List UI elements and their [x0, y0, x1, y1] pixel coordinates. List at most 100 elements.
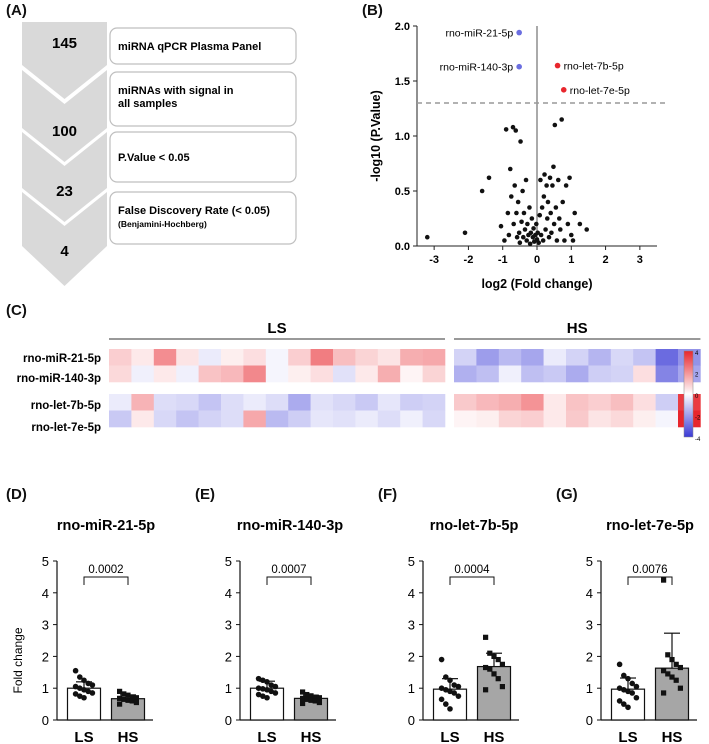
- volcano-point: [542, 172, 547, 177]
- heatmap-cell: [243, 394, 267, 411]
- volcano-point: [524, 238, 530, 243]
- heatmap-cell: [400, 410, 423, 428]
- volcano-point: [584, 227, 590, 232]
- volcano-point: [511, 221, 516, 227]
- volcano-point: [558, 227, 563, 232]
- data-point-hs: [673, 677, 679, 683]
- data-point-hs: [665, 671, 671, 677]
- data-point-hs: [661, 690, 667, 696]
- bar-y-label: Fold change: [11, 627, 25, 693]
- bar-category-label: HS: [662, 729, 683, 744]
- data-point-ls: [455, 693, 462, 699]
- heatmap-cell: [566, 349, 589, 366]
- heatmap-cell: [176, 349, 199, 366]
- volcano-point: [520, 234, 526, 240]
- volcano-point: [507, 166, 513, 172]
- data-point-ls: [260, 686, 266, 692]
- heatmap-cell: [521, 410, 544, 428]
- heatmap-cell: [355, 394, 379, 411]
- volcano-y-tick-label: 0.5: [395, 186, 410, 198]
- volcano-point: [516, 230, 522, 236]
- volcano-point: [539, 205, 545, 210]
- volcano-point: [486, 175, 492, 181]
- bar-chart-title: rno-let-7e-5p: [606, 518, 694, 534]
- data-point-ls: [438, 685, 445, 691]
- volcano-point: [562, 238, 567, 243]
- data-point-ls: [260, 693, 266, 699]
- data-point-hs: [669, 656, 675, 663]
- bar-y-tick-label: 2: [408, 649, 415, 664]
- heatmap-cell: [221, 365, 244, 383]
- heatmap-cell: [610, 349, 634, 366]
- heatmap-cell: [400, 394, 423, 411]
- volcano-point: [527, 205, 532, 210]
- data-point-hs: [300, 689, 306, 695]
- volcano-x-tick-label: 2: [603, 254, 609, 266]
- funnel-diagram: 145 100 23 4 miRNA qPCR Plasma Panel miRNAs w…: [22, 22, 297, 286]
- bar-charts: rno-miR-21-5p 0 1 2 3 4 5 Fold change LS HS 0.0002…: [11, 518, 697, 744]
- heatmap-cell: [109, 410, 132, 428]
- funnel-count-1: 145: [52, 35, 77, 52]
- volcano-point: [547, 175, 553, 181]
- bar-chart-title: rno-miR-21-5p: [57, 518, 155, 534]
- p-value-label: 0.0076: [632, 564, 667, 576]
- heatmap-cell: [588, 394, 612, 411]
- heatmap-cell: [198, 394, 222, 411]
- funnel-box-2: [109, 71, 297, 127]
- volcano-point-label: rno-miR-21-5p: [445, 28, 513, 40]
- volcano-x-tick-label: -3: [429, 254, 439, 266]
- data-point-ls: [81, 694, 87, 701]
- data-point-hs: [304, 691, 310, 698]
- volcano-highlight-point: [516, 29, 522, 36]
- heatmap-cell: [610, 410, 634, 428]
- heatmap-cell: [588, 365, 612, 383]
- bar-chart-e: rno-miR-140-3p 0 1 2 3 4 5 LS HS 0.0007: [225, 518, 344, 744]
- volcano-point: [525, 221, 530, 227]
- volcano-y-tick-label: 0.0: [395, 241, 410, 253]
- volcano-point: [560, 199, 566, 205]
- data-point-ls: [77, 693, 83, 699]
- heatmap-cell: [566, 410, 589, 428]
- volcano-point: [522, 227, 528, 232]
- data-point-ls: [451, 682, 458, 688]
- data-point-ls: [455, 683, 462, 690]
- data-point-ls: [272, 683, 279, 690]
- funnel-count-3: 23: [56, 183, 73, 200]
- bar-y-tick-label: 5: [225, 554, 232, 569]
- volcano-point-label: rno-let-7b-5p: [564, 61, 624, 73]
- heatmap-cell: [377, 365, 401, 383]
- data-point-ls: [616, 685, 623, 691]
- data-point-hs: [316, 699, 322, 706]
- bar-y-tick-label: 2: [42, 649, 49, 664]
- volcano-point: [554, 238, 560, 243]
- bar-y-tick-label: 1: [42, 681, 49, 696]
- bar-y-tick-label: 3: [225, 618, 232, 633]
- significance-bracket: [449, 576, 495, 585]
- volcano-point: [537, 212, 543, 218]
- volcano-point: [518, 139, 523, 144]
- data-point-hs: [487, 666, 493, 672]
- funnel-count-2: 100: [52, 123, 77, 140]
- volcano-x-tick-label: 1: [568, 254, 574, 266]
- volcano-x-tick-label: 3: [637, 254, 643, 266]
- volcano-point: [520, 188, 525, 194]
- data-point-ls: [255, 675, 262, 682]
- heatmap-cell: [476, 410, 500, 428]
- volcano-point: [555, 177, 561, 183]
- panel-label-a: (A): [6, 2, 27, 19]
- heatmap-cell: [633, 394, 656, 411]
- heatmap-cell: [221, 349, 244, 366]
- data-point-ls: [85, 688, 91, 695]
- heatmap-cell: [400, 349, 423, 366]
- heatmap-cell: [498, 365, 522, 383]
- data-point-ls: [72, 691, 79, 697]
- data-point-hs: [125, 697, 131, 703]
- heatmap-cell: [633, 365, 656, 383]
- volcano-point: [517, 240, 523, 245]
- data-point-ls: [633, 694, 640, 701]
- data-point-ls: [629, 690, 635, 696]
- volcano-point: [531, 226, 536, 231]
- bar-y-tick-label: 0: [408, 713, 415, 728]
- heatmap-cell: [400, 365, 423, 383]
- heatmap-row-label: rno-miR-21-5p: [23, 353, 101, 365]
